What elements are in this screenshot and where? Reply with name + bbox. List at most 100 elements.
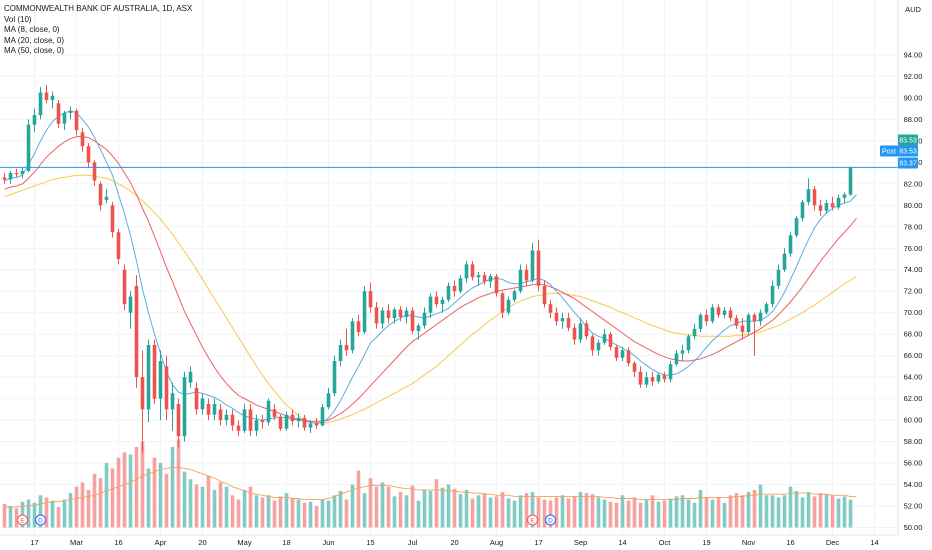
candle[interactable] bbox=[518, 264, 523, 294]
candle[interactable] bbox=[350, 318, 355, 354]
candle[interactable] bbox=[494, 274, 499, 297]
candle[interactable] bbox=[224, 409, 229, 426]
candle[interactable] bbox=[668, 361, 673, 383]
candle[interactable] bbox=[26, 119, 31, 173]
candle[interactable] bbox=[206, 398, 211, 421]
candle[interactable] bbox=[50, 91, 55, 109]
candle[interactable] bbox=[848, 166, 853, 196]
candle[interactable] bbox=[296, 413, 301, 428]
candle[interactable] bbox=[830, 196, 835, 211]
candle[interactable] bbox=[788, 232, 793, 257]
candle[interactable] bbox=[86, 143, 91, 168]
candle[interactable] bbox=[758, 309, 763, 326]
candle[interactable] bbox=[266, 398, 271, 426]
candle[interactable] bbox=[98, 181, 103, 211]
candle[interactable] bbox=[470, 261, 475, 281]
candle[interactable] bbox=[290, 409, 295, 426]
candle[interactable] bbox=[548, 299, 553, 319]
candle[interactable] bbox=[62, 110, 67, 131]
candle[interactable] bbox=[746, 312, 751, 335]
candle[interactable] bbox=[338, 339, 343, 367]
candle[interactable] bbox=[686, 334, 691, 354]
candle[interactable] bbox=[842, 192, 847, 204]
candle[interactable] bbox=[590, 334, 595, 356]
candle[interactable] bbox=[806, 178, 811, 206]
candle[interactable] bbox=[374, 301, 379, 329]
candle[interactable] bbox=[776, 264, 781, 290]
candle[interactable] bbox=[158, 350, 163, 421]
candle[interactable] bbox=[800, 199, 805, 222]
dividend-marker[interactable]: D bbox=[35, 514, 46, 526]
candle[interactable] bbox=[164, 355, 169, 421]
candle[interactable] bbox=[656, 372, 661, 384]
candle[interactable] bbox=[584, 320, 589, 340]
candle[interactable] bbox=[812, 185, 817, 211]
candle[interactable] bbox=[794, 216, 799, 238]
candle[interactable] bbox=[200, 393, 205, 415]
candle[interactable] bbox=[44, 85, 49, 104]
candle[interactable] bbox=[554, 307, 559, 326]
candle[interactable] bbox=[728, 307, 733, 322]
candle[interactable] bbox=[308, 420, 313, 433]
candle[interactable] bbox=[332, 355, 337, 397]
candle[interactable] bbox=[482, 271, 487, 285]
earnings-marker[interactable]: E bbox=[17, 514, 28, 526]
candle[interactable] bbox=[314, 417, 319, 429]
candle[interactable] bbox=[242, 403, 247, 433]
candle[interactable] bbox=[38, 87, 43, 120]
candle[interactable] bbox=[386, 304, 391, 324]
candle[interactable] bbox=[74, 108, 79, 136]
candle[interactable] bbox=[320, 403, 325, 427]
candle[interactable] bbox=[752, 312, 757, 356]
candle[interactable] bbox=[416, 323, 421, 340]
candle[interactable] bbox=[392, 307, 397, 324]
candle[interactable] bbox=[620, 347, 625, 362]
candle[interactable] bbox=[170, 382, 175, 431]
candle[interactable] bbox=[476, 271, 481, 286]
candle[interactable] bbox=[20, 167, 25, 179]
candle[interactable] bbox=[452, 280, 457, 297]
candle[interactable] bbox=[704, 309, 709, 326]
candle[interactable] bbox=[230, 409, 235, 431]
candle[interactable] bbox=[506, 296, 511, 315]
candle[interactable] bbox=[128, 291, 133, 329]
indicator-volume[interactable]: Vol (10) bbox=[4, 14, 32, 24]
candle[interactable] bbox=[716, 304, 721, 319]
candle[interactable] bbox=[152, 339, 157, 404]
candle[interactable] bbox=[488, 274, 493, 288]
candle[interactable] bbox=[674, 350, 679, 367]
candle[interactable] bbox=[254, 414, 259, 437]
candle[interactable] bbox=[122, 264, 127, 311]
candle[interactable] bbox=[212, 398, 217, 421]
candle[interactable] bbox=[362, 285, 367, 335]
candle[interactable] bbox=[326, 387, 331, 410]
candle[interactable] bbox=[692, 323, 697, 340]
candle[interactable] bbox=[458, 275, 463, 294]
candle[interactable] bbox=[572, 323, 577, 345]
candle[interactable] bbox=[782, 248, 787, 272]
indicator-ma8[interactable]: MA (8, close, 0) bbox=[4, 25, 60, 34]
candle[interactable] bbox=[542, 280, 547, 308]
y-axis[interactable]: AUD94.0092.0090.0088.0086.0084.0082.0080… bbox=[897, 0, 922, 535]
candle[interactable] bbox=[434, 291, 439, 308]
candle[interactable] bbox=[596, 339, 601, 356]
candle[interactable] bbox=[194, 382, 199, 415]
candle[interactable] bbox=[722, 307, 727, 319]
candle[interactable] bbox=[8, 170, 13, 184]
candle[interactable] bbox=[662, 371, 667, 383]
candle[interactable] bbox=[698, 312, 703, 333]
dividend-marker[interactable]: D bbox=[545, 514, 556, 526]
candle[interactable] bbox=[536, 239, 541, 292]
candle[interactable] bbox=[32, 108, 37, 133]
candle[interactable] bbox=[644, 371, 649, 388]
candle[interactable] bbox=[500, 291, 505, 319]
candle[interactable] bbox=[110, 202, 115, 238]
candle[interactable] bbox=[680, 344, 685, 362]
candle[interactable] bbox=[578, 318, 583, 343]
candle[interactable] bbox=[566, 312, 571, 331]
candle[interactable] bbox=[302, 414, 307, 431]
candle[interactable] bbox=[2, 173, 7, 184]
candle[interactable] bbox=[188, 366, 193, 388]
candle[interactable] bbox=[260, 414, 265, 429]
candle[interactable] bbox=[650, 371, 655, 386]
